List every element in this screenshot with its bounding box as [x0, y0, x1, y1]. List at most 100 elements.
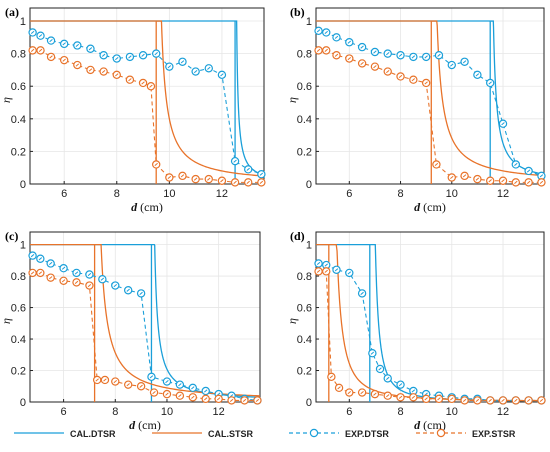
panel-2: 6 8 10 12 0 0.2 0.4 0.6 0.8 1 d (cm) η (b) [285, 5, 546, 214]
data-point-mark [180, 60, 185, 64]
data-point-mark [411, 78, 416, 82]
legend-label: CAL.STSR [208, 429, 254, 439]
series-line-cal-stsr-tail [156, 20, 264, 177]
data-point-mark [139, 291, 143, 295]
data-point-mark [88, 68, 93, 72]
data-point-mark [229, 398, 234, 403]
data-point-mark [95, 378, 99, 382]
series-line-cal-dtsr-step [30, 243, 153, 402]
y-axis-label: η [285, 97, 299, 103]
x-axis-unit: (cm) [420, 418, 446, 432]
legend-marker [309, 428, 319, 438]
data-point-mark [462, 398, 467, 403]
axes-box [315, 231, 545, 403]
y-tick-label: 0.2 [11, 146, 26, 158]
data-point-mark [450, 63, 454, 67]
x-tick-label: 12 [213, 406, 225, 418]
data-point-mark [360, 61, 364, 65]
data-point-mark [152, 390, 156, 395]
data-point-mark [191, 386, 195, 390]
x-tick-label: 6 [61, 188, 67, 200]
data-point-mark [386, 52, 390, 56]
data-point-mark [316, 269, 321, 273]
data-point-mark [324, 48, 328, 52]
data-point-mark [329, 375, 334, 379]
data-point-mark [139, 384, 143, 388]
data-point-mark [193, 177, 198, 181]
y-tick-label: 1 [306, 16, 312, 28]
data-point-mark [378, 367, 382, 371]
x-axis-unit: (cm) [137, 200, 163, 214]
data-point-mark [128, 55, 132, 59]
data-point-mark [398, 383, 403, 387]
y-tick-label: 1 [20, 16, 26, 28]
data-point-mark [514, 162, 518, 167]
data-point-mark [62, 42, 66, 46]
data-point-mark [347, 56, 352, 61]
data-point-mark [246, 180, 250, 184]
data-point-mark [48, 276, 53, 280]
panel-4: 6 8 10 12 0 0.2 0.4 0.6 0.8 1 d (cm) η (d) [285, 229, 546, 432]
x-axis-variable: d [131, 200, 138, 214]
x-tick-label: 12 [497, 406, 509, 418]
y-tick-label: 0.4 [11, 334, 26, 346]
axes-box [29, 7, 265, 185]
data-point-mark [30, 254, 35, 258]
data-point-mark [38, 257, 43, 261]
data-point-mark [347, 390, 352, 395]
panel-label: (b) [290, 5, 305, 19]
data-point-mark [167, 175, 172, 180]
data-point-mark [316, 261, 321, 266]
panel-label: (a) [5, 5, 19, 19]
y-tick-label: 0.8 [11, 271, 26, 283]
x-tick-label: 8 [112, 406, 118, 418]
data-point-mark [501, 398, 505, 403]
legend-item-cal-dtsr: CAL.DTSR [14, 429, 116, 439]
data-point-mark [126, 288, 130, 292]
x-tick-label: 10 [446, 406, 458, 418]
data-point-mark [324, 263, 328, 267]
data-point-mark [113, 379, 118, 384]
data-point-mark [165, 379, 169, 384]
data-point-mark [334, 268, 339, 272]
x-tick-label: 10 [161, 406, 173, 418]
data-point-mark [259, 172, 264, 176]
y-tick-label: 0.6 [297, 303, 312, 315]
data-point-mark [48, 261, 53, 266]
x-axis-variable: d [414, 418, 421, 432]
data-point-mark [154, 162, 158, 167]
data-point-mark [100, 277, 105, 281]
data-point-mark [360, 291, 364, 295]
data-point-mark [38, 48, 43, 52]
x-axis-variable: d [414, 200, 421, 214]
data-point-mark [204, 397, 208, 401]
axes-box [29, 231, 261, 403]
data-point-mark [259, 180, 264, 184]
legend: CAL.DTSR CAL.STSR EXP.DTSR EXP.STSR [14, 428, 516, 439]
series-line-exp-stsr [318, 49, 542, 183]
series-line-cal-stsr-step [316, 243, 330, 402]
data-point-mark [255, 398, 260, 403]
data-point-mark [49, 55, 53, 59]
y-tick-label: 0.4 [297, 114, 312, 126]
data-point-mark [539, 174, 544, 178]
series-line-cal-dtsr-tail [151, 243, 260, 398]
series-line-cal-stsr-tail [95, 243, 260, 397]
legend-label: EXP.STSR [472, 429, 516, 439]
data-point-mark [324, 30, 328, 35]
data-point-mark [103, 378, 107, 382]
x-axis-unit: (cm) [420, 200, 446, 214]
panel-label: (c) [5, 229, 18, 243]
data-point-mark [334, 35, 339, 39]
data-point-mark [75, 63, 80, 67]
data-point-mark [501, 179, 505, 183]
y-tick-label: 0.2 [297, 366, 312, 378]
data-point-mark [526, 180, 531, 184]
y-axis-label: η [0, 318, 13, 324]
data-point-mark [370, 351, 375, 355]
data-point-mark [49, 39, 53, 43]
y-tick-label: 0.8 [297, 49, 312, 61]
data-point-mark [113, 283, 118, 288]
axes-box [315, 7, 545, 185]
